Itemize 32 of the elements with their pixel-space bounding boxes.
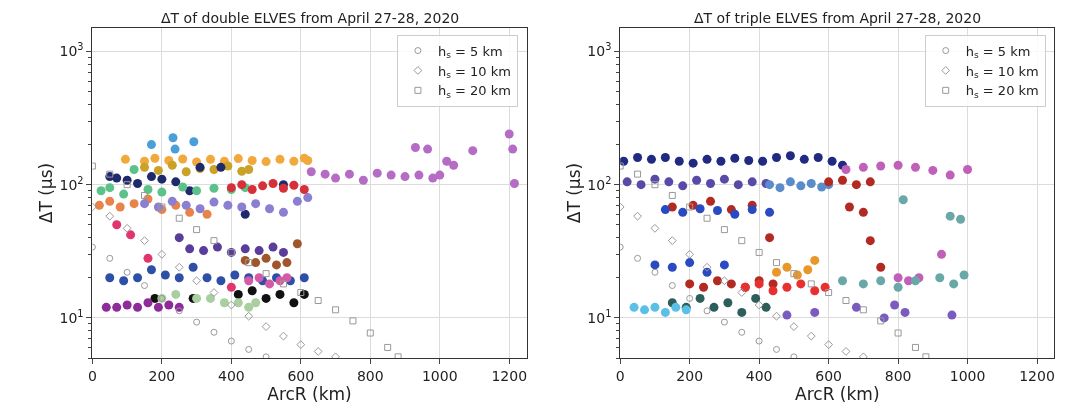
x-tick-label: 400 [217, 367, 245, 384]
x-tick-label: 400 [745, 367, 773, 384]
y-tick-label: 10$^{2}$ [59, 174, 84, 193]
chart-title: ΔT of triple ELVES from April 27-28, 2020 [694, 10, 982, 26]
x-tick-label: 1000 [421, 367, 458, 384]
y-tick-label: 10$^{1}$ [59, 307, 84, 326]
x-axis-title: ArcR (km) [267, 383, 352, 404]
y-tick-label: 10$^{3}$ [587, 41, 612, 60]
x-tick-label: 1200 [1019, 367, 1055, 384]
x-tick-label: 800 [356, 367, 384, 384]
x-tick-label: 0 [87, 367, 97, 384]
x-tick-label: 600 [287, 367, 315, 384]
legend-label: h$_{s}$ = 20 km [437, 83, 511, 101]
y-axis-title: ΔT (μs) [36, 162, 57, 224]
legend-label: h$_{s}$ = 10 km [437, 63, 511, 81]
legend-label: h$_{s}$ = 20 km [965, 83, 1039, 101]
x-tick-label: 1200 [491, 367, 528, 384]
legend-label: h$_{s}$ = 5 km [437, 43, 503, 61]
y-tick-label: 10$^{3}$ [59, 41, 84, 60]
x-tick-label: 1000 [949, 367, 986, 384]
x-tick-label: 200 [676, 367, 704, 384]
x-axis-title: ArcR (km) [795, 383, 880, 404]
x-tick-label: 800 [884, 367, 912, 384]
y-tick-label: 10$^{1}$ [587, 307, 612, 326]
y-tick-label: 10$^{2}$ [587, 174, 612, 193]
chart-title: ΔT of double ELVES from April 27-28, 2020 [161, 10, 460, 26]
x-tick-label: 0 [615, 367, 625, 384]
x-tick-label: 200 [148, 367, 176, 384]
legend-label: h$_{s}$ = 10 km [965, 63, 1039, 81]
x-tick-label: 600 [815, 367, 842, 384]
y-axis-title: ΔT (μs) [563, 162, 584, 224]
legend-label: h$_{s}$ = 5 km [965, 43, 1031, 61]
